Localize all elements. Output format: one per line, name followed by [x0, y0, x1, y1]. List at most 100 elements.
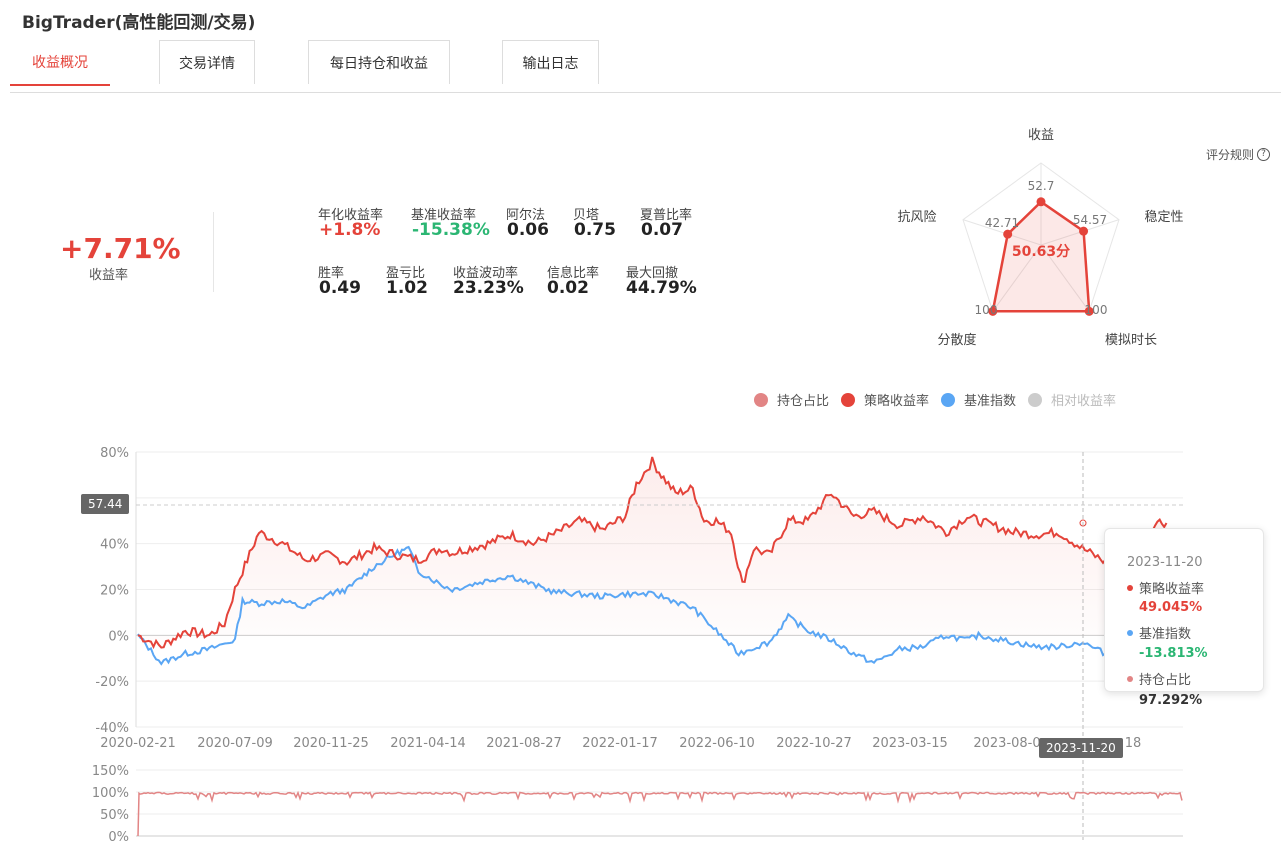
radar-spoke: [992, 244, 1042, 312]
legend-label-benchmark: 基准指数: [964, 394, 1017, 409]
tab-bar: 收益概况 交易详情 每日持仓和收益 输出日志: [10, 40, 1281, 93]
y-tick-label: 80%: [100, 446, 129, 461]
divider: [213, 212, 214, 292]
radar-axis-value: 54.57: [1073, 213, 1107, 227]
radar-point: [1003, 229, 1013, 239]
stat-label-beta: 贝塔: [573, 208, 600, 223]
stat-label-volatility: 收益波动率: [453, 266, 519, 281]
score-rules-link[interactable]: 评分规则 ?: [1206, 146, 1271, 163]
radar-axis-label: 收益: [1028, 128, 1054, 143]
radar-score: 50.63分: [1012, 244, 1070, 260]
strategy-line: [137, 456, 1168, 650]
legend-item-relative[interactable]: 相对收益率: [1028, 390, 1116, 409]
y-tick-label: 0%: [108, 629, 129, 644]
legend-item-benchmark[interactable]: 基准指数: [941, 390, 1016, 409]
crosshair-x-badge: 2023-11-20: [1039, 738, 1123, 758]
x-tick-label: 18: [1125, 736, 1142, 751]
strategy-area: [138, 457, 1167, 648]
y-tick-label: -40%: [95, 721, 129, 736]
stat-value-annual-return: +1.8%: [319, 220, 381, 240]
radar-spoke: [1040, 244, 1090, 312]
x-tick-label: 2023-03-15: [872, 736, 948, 751]
position-y-tick-label: 50%: [100, 808, 129, 823]
stat-value-volatility: 23.23%: [453, 278, 524, 298]
chart-legend: 持仓占比 策略收益率 基准指数 相对收益率: [754, 390, 1128, 409]
legend-label-relative: 相对收益率: [1051, 394, 1117, 409]
tooltip-dot-strategy: [1127, 584, 1133, 591]
tooltip-value-position: 97.292%: [1139, 693, 1203, 708]
radar-point: [1084, 306, 1094, 316]
position-line: [137, 790, 1183, 837]
x-tick-label: 2023-08-0: [973, 736, 1040, 751]
tab-overview[interactable]: 收益概况: [10, 40, 110, 86]
radar-axis-label: 模拟时长: [1105, 333, 1157, 348]
radar-point: [988, 306, 998, 316]
radar-point: [1079, 226, 1089, 236]
tooltip-label-strategy: 策略收益率: [1139, 582, 1205, 597]
chart-tooltip: 2023-11-20 策略收益率 49.045% 基准指数 -13.813% 持…: [1104, 528, 1264, 692]
position-y-tick-label: 150%: [92, 764, 129, 779]
legend-label-position: 持仓占比: [777, 394, 830, 409]
help-icon: ?: [1257, 148, 1271, 161]
radar-axis-value: 52.7: [1028, 179, 1055, 193]
y-tick-label: -20%: [95, 675, 129, 690]
x-tick-label: 2021-04-14: [390, 736, 466, 751]
stat-label-profit-loss-ratio: 盈亏比: [386, 266, 426, 281]
radar-spoke: [962, 219, 1042, 246]
app-title: BigTrader(高性能回测/交易): [22, 13, 256, 33]
stat-value-alpha: 0.06: [507, 220, 549, 240]
x-tick-label: 2021-08-27: [486, 736, 562, 751]
legend-dot-relative: [1028, 392, 1043, 407]
y-tick-label: 40%: [100, 538, 129, 553]
crosshair-y-badge: 57.44: [81, 494, 130, 514]
radar-chart: 收益 52.7 稳定性 54.57 模拟时长 100 分散度 100 抗风险 42.71 50.6…: [897, 128, 1183, 348]
y-tick-label: 20%: [100, 584, 129, 599]
tab-daily-positions[interactable]: 每日持仓和收益: [308, 40, 450, 84]
stat-value-benchmark-return: -15.38%: [412, 220, 490, 240]
radar-axis-value: 42.71: [985, 216, 1019, 230]
legend-dot-position: [754, 392, 768, 407]
tooltip-label-benchmark: 基准指数: [1139, 627, 1192, 642]
legend-dot-benchmark: [941, 392, 956, 407]
stat-label-max-drawdown: 最大回撤: [626, 266, 679, 281]
radar-score-polygon: [991, 200, 1091, 313]
total-return-label: 收益率: [89, 268, 129, 283]
position-y-tick-label: 100%: [92, 786, 129, 801]
x-tick-label: 2020-02-21: [100, 736, 176, 751]
tooltip-row-benchmark: 基准指数: [1127, 623, 1191, 642]
stat-label-sharpe: 夏普比率: [640, 208, 693, 223]
tooltip-label-position: 持仓占比: [1139, 673, 1192, 688]
legend-dot-strategy: [841, 392, 856, 407]
tab-trade-details[interactable]: 交易详情: [159, 40, 255, 84]
tooltip-row-strategy: 策略收益率: [1127, 578, 1204, 597]
radar-axis-value: 100: [1085, 303, 1108, 317]
benchmark-line: [137, 545, 1179, 678]
tooltip-date: 2023-11-20: [1127, 555, 1203, 570]
tab-output-log[interactable]: 输出日志: [502, 40, 599, 84]
tooltip-value-strategy: 49.045%: [1139, 600, 1203, 615]
x-tick-label: 2022-10-27: [776, 736, 852, 751]
radar-axis-value: 100: [975, 303, 998, 317]
stat-label-benchmark-return: 基准收益率: [411, 208, 477, 223]
stat-value-beta: 0.75: [574, 220, 616, 240]
stat-label-info-ratio: 信息比率: [547, 266, 600, 281]
radar-axis-label: 抗风险: [897, 210, 936, 225]
stat-value-sharpe: 0.07: [641, 220, 683, 240]
legend-item-position[interactable]: 持仓占比: [754, 390, 829, 409]
returns-chart[interactable]: 80% 40% 20% 0% -20% -40%2020-02-21 2020-07-09 2…: [0, 430, 1281, 846]
legend-item-strategy[interactable]: 策略收益率: [841, 390, 929, 409]
stat-label-annual-return: 年化收益率: [318, 208, 384, 223]
score-rules-label: 评分规则: [1206, 148, 1255, 162]
stat-value-profit-loss-ratio: 1.02: [386, 278, 428, 298]
radar-point: [1036, 197, 1046, 207]
tooltip-row-position: 持仓占比: [1127, 669, 1191, 688]
x-tick-label: 2020-07-09: [197, 736, 273, 751]
stat-value-info-ratio: 0.02: [547, 278, 589, 298]
tooltip-dot-position: [1127, 675, 1133, 682]
stat-value-max-drawdown: 44.79%: [626, 278, 697, 298]
stat-value-win-rate: 0.49: [319, 278, 361, 298]
tooltip-dot-benchmark: [1127, 629, 1133, 636]
x-tick-label: 2022-01-17: [582, 736, 658, 751]
total-return-value: +7.71%: [60, 232, 181, 265]
radar-axis-label: 稳定性: [1144, 209, 1183, 225]
